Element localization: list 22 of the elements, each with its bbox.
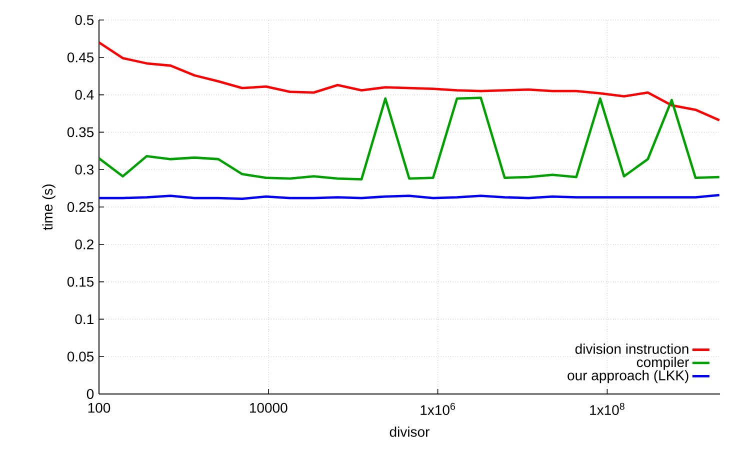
- y-tick-label: 0.4: [75, 90, 94, 100]
- x-tick-label: 10000: [250, 402, 288, 413]
- y-tick-label: 0: [86, 389, 94, 399]
- y-tick-label: 0.15: [67, 276, 94, 287]
- legend-label: compiler: [636, 356, 689, 370]
- y-tick-label: 0.25: [67, 202, 94, 212]
- y-tick-label: 0.05: [67, 352, 94, 362]
- line-series: [99, 96, 720, 181]
- x-tick-label: 1x10$^{8}$: [590, 402, 624, 416]
- y-tick-label: 0.45: [67, 52, 94, 62]
- y-tick-label: 0.5: [75, 15, 94, 25]
- legend-label: our approach (LKK): [568, 370, 688, 384]
- x-axis-title: divisor: [390, 426, 430, 437]
- y-tick-label: 0.1: [75, 314, 94, 324]
- y-tick-label: 0.2: [75, 239, 94, 250]
- y-axis-title: time (s): [42, 184, 56, 230]
- y-tick-label: 0.3: [75, 164, 94, 175]
- line-series: [99, 41, 720, 122]
- x-tick-label: 100: [88, 402, 110, 413]
- y-tick-label: 0.35: [67, 127, 94, 138]
- x-tick-label: 1x10$^{6}$: [420, 402, 456, 416]
- legend-label: division instruction: [575, 344, 688, 354]
